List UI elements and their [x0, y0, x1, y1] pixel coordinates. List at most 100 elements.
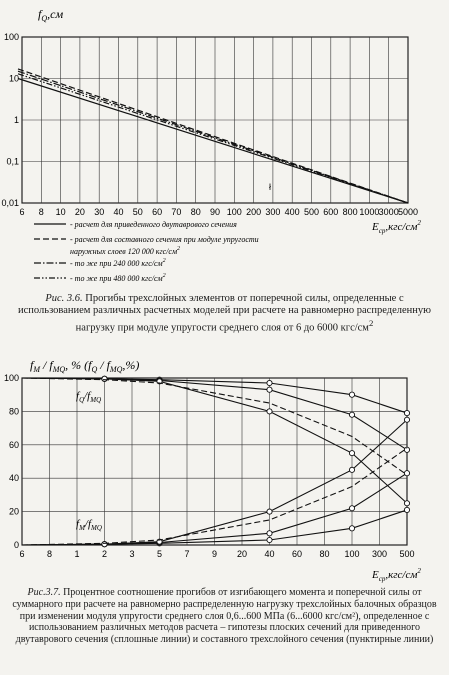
label-part: Q	[79, 396, 84, 404]
data-point	[266, 530, 273, 537]
data-point	[403, 506, 411, 513]
x-tick-label: 10	[56, 207, 66, 217]
data-point	[348, 466, 356, 473]
x-tick-label: 500	[304, 207, 319, 217]
y-axis-label-part: MQ	[52, 365, 66, 374]
y-tick-label: 1	[14, 115, 19, 125]
x-tick-label: 3000	[379, 207, 399, 217]
x-axis-label: Eср,кгс/см2	[371, 219, 421, 235]
x-axis-label-sup: 2	[417, 567, 421, 575]
y-axis-label-sub: Q	[41, 14, 47, 23]
y-axis-label-part: f	[30, 358, 35, 372]
legend-label-4: - то же при 480 000 кгс/см2	[70, 273, 166, 283]
x-tick-label: 7	[184, 549, 189, 559]
legend-label-text: - то же при 240 000 кгс/см	[70, 259, 163, 268]
legend-label-text: - то же при 480 000 кгс/см	[70, 274, 163, 283]
label-part: f	[76, 518, 81, 530]
chart-fig37: 6 8 1 2 3 5 7 9 20 40 60 80 100 300 500100806040200fM …	[4, 358, 421, 583]
series-line-8	[21, 447, 408, 546]
legend-label-3: - то же при 240 000 кгс/см2	[70, 258, 166, 268]
x-axis-label-sub: ср	[379, 227, 386, 235]
data-point	[348, 525, 356, 532]
series-line-1	[17, 77, 409, 204]
series-label-fq: fQ/fMQ	[76, 390, 101, 404]
caption-fig37-lead: Рис.3.7.	[27, 587, 61, 598]
x-tick-label: 60	[152, 207, 162, 217]
legend-label-1: - расчет для приведенного двутаврового с…	[70, 220, 237, 229]
data-point	[348, 391, 356, 398]
y-axis-label-part: MQ	[109, 365, 123, 374]
y-tick-label: 10	[9, 74, 19, 84]
data-point	[348, 411, 356, 418]
y-axis-label-part: M	[32, 365, 41, 374]
series-line-4	[17, 73, 409, 204]
x-tick-label: 100	[227, 207, 242, 217]
y-tick-label: 60	[9, 440, 19, 450]
x-axis-label-sub: ср	[379, 575, 386, 583]
label-part: f	[76, 390, 81, 402]
annotation-mark: ł	[269, 182, 271, 192]
y-tick-label: 40	[9, 473, 19, 483]
data-point	[403, 410, 411, 417]
x-tick-label: 20	[75, 207, 85, 217]
x-tick-label: 1	[74, 549, 79, 559]
series-label-fm: fM/fMQ	[76, 518, 102, 532]
caption-fig37: Рис.3.7. Процентное соотношение прогибов…	[8, 587, 441, 646]
x-tick-label: 2	[102, 549, 107, 559]
x-tick-label: 800	[343, 207, 358, 217]
data-point	[403, 446, 411, 453]
x-tick-label: 5000	[398, 207, 418, 217]
data-point	[348, 505, 356, 512]
series-line-4	[21, 377, 408, 476]
data-point	[348, 450, 356, 457]
data-point	[403, 416, 411, 423]
y-tick-label: 80	[9, 406, 19, 416]
x-tick-label: 40	[113, 207, 123, 217]
y-tick-label: 20	[9, 507, 19, 517]
data-point	[101, 375, 108, 382]
legend-label-sup: 2	[163, 273, 166, 279]
legend-label-2: - расчет для составного сечения при моду…	[70, 235, 259, 256]
y-tick-label: 0,1	[6, 157, 19, 167]
x-tick-label: 400	[285, 207, 300, 217]
x-axis-label-sup: 2	[417, 219, 421, 227]
y-tick-label: 100	[4, 373, 19, 383]
caption-fig36-lead: Рис. 3.6.	[45, 293, 83, 304]
caption-fig37-text: Процентное соотношение прогибов от изгиб…	[12, 587, 437, 646]
y-axis-label: fQ,см	[38, 7, 63, 23]
legend-label-sup: 2	[163, 258, 166, 264]
legend-label-sup: 2	[177, 246, 180, 252]
y-axis-label-part: / f	[97, 358, 111, 372]
label-part: M	[78, 524, 86, 532]
label-part: MQ	[90, 524, 102, 532]
data-point	[266, 508, 273, 515]
label-part: /f	[83, 390, 92, 402]
y-tick-label: 0	[14, 540, 19, 550]
x-tick-label: 80	[191, 207, 201, 217]
y-axis-label-part: , % (f	[65, 358, 93, 372]
x-tick-label: 600	[323, 207, 338, 217]
x-tick-label: 6	[19, 549, 24, 559]
caption-fig36-text: Прогибы трехслойных элементов от попереч…	[18, 293, 431, 334]
caption-fig36: Рис. 3.6. Прогибы трехслойных элементов …	[8, 293, 441, 335]
y-axis-label-part: / f	[40, 358, 54, 372]
x-tick-label: 6	[19, 207, 24, 217]
data-point	[266, 408, 273, 415]
legend-label-text: - расчет для приведенного двутаврового с…	[70, 220, 237, 229]
data-point	[266, 536, 273, 544]
x-tick-label: 60	[292, 549, 302, 559]
label-part: /f	[84, 518, 93, 530]
x-tick-label: 100	[344, 549, 359, 559]
x-tick-label: 90	[210, 207, 220, 217]
x-tick-label: 3	[129, 549, 134, 559]
x-axis-label-main: E	[371, 221, 379, 233]
x-tick-label: 200	[246, 207, 261, 217]
y-axis-label-main: f	[38, 7, 43, 21]
x-tick-label: 8	[39, 207, 44, 217]
y-tick-label: 100	[4, 32, 19, 42]
series-line-7	[21, 419, 408, 546]
x-axis-label-unit: ,кгс/см	[385, 569, 417, 581]
x-tick-label: 50	[133, 207, 143, 217]
data-point	[403, 470, 411, 477]
x-tick-label: 30	[94, 207, 104, 217]
